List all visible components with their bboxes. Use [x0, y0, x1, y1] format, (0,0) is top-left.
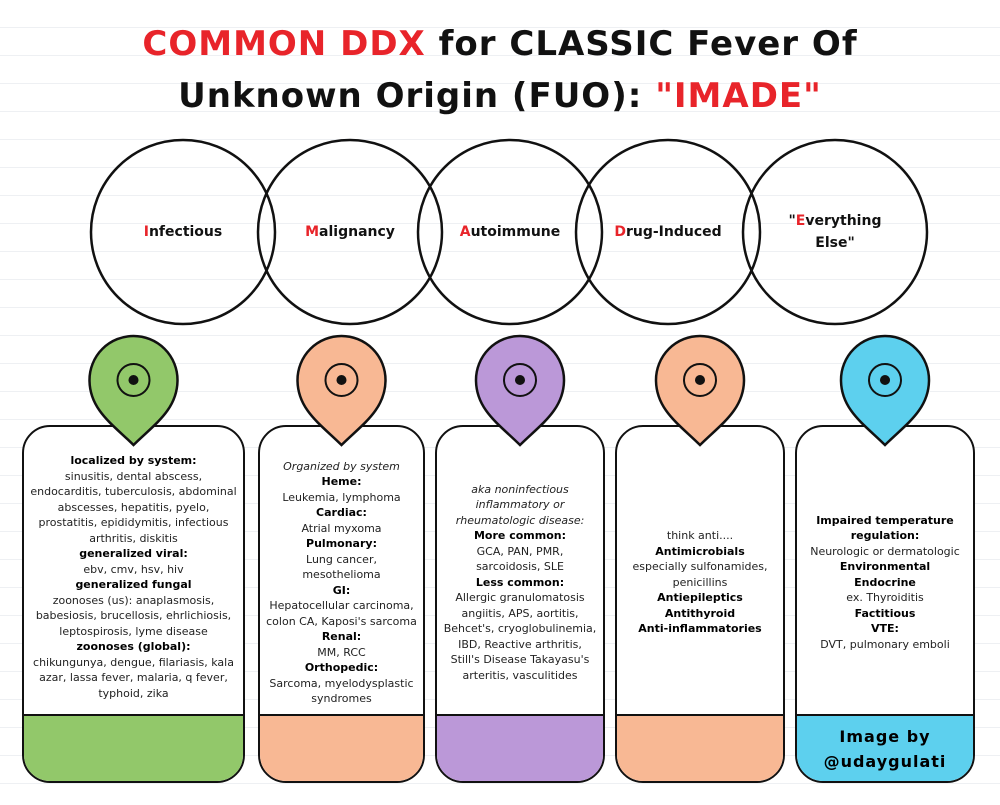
card-line: Less common: [475, 575, 565, 589]
circle-label: "Everything Else" [775, 210, 895, 254]
card-line: Anti-inflammatories [638, 622, 762, 636]
pin-icon-dot [336, 375, 347, 385]
card: localized by system: sinusitis, dental ab… [22, 425, 245, 783]
card-line: sinusitis, dental abscess, endocarditis,… [30, 469, 237, 545]
pin-icon-dot [128, 375, 139, 385]
card-line: Pulmonary: [306, 537, 377, 550]
card-line: Leukemia, lymphoma [282, 490, 401, 504]
card-line: especially sulfonamides, penicillins [632, 560, 768, 589]
card-line: Lung cancer, mesothelioma [302, 552, 381, 582]
card-line: chikungunya, dengue, filariasis, kala az… [33, 655, 234, 700]
card-line: Atrial myxoma [301, 521, 382, 535]
card-line: zoonoses (us): anaplasmosis, babesiosis,… [35, 593, 232, 638]
card-footer [260, 714, 423, 781]
card-body: think anti.... Antimicrobials especially s… [617, 449, 783, 716]
label-initial: D [614, 224, 626, 240]
label-rest: alignancy [319, 224, 395, 240]
card-line: Antimicrobials [655, 544, 745, 558]
footer-line: @udaygulati [823, 752, 947, 771]
label-rest: utoimmune [470, 224, 561, 240]
footer-text: Image by @udaygulati [797, 724, 973, 774]
card-line: ebv, cmv, hsv, hiv [83, 562, 184, 576]
card-line: zoonoses (global): [76, 640, 191, 653]
card-line: More common: [473, 529, 566, 543]
pin-icon-dot [695, 375, 705, 385]
card-line: Neurologic or dermatologic [810, 544, 960, 558]
card-line: think anti.... [666, 529, 734, 543]
label-initial: E [795, 213, 806, 229]
title-acronym: "IMADE" [655, 76, 822, 116]
title-main: for CLASSIC Fever Of Unknown Origin (FUO… [178, 24, 858, 116]
circle-label: Infectious [123, 221, 243, 243]
label-rest: rug-Induced [625, 224, 722, 240]
label-initial: M [305, 224, 320, 240]
card-line: Impaired temperature regulation: [816, 513, 954, 543]
card-line: VTE: [871, 622, 899, 636]
card-line: aka noninfectious inflammatory or rheuma… [455, 482, 585, 527]
card: Impaired temperature regulation: Neurolog… [795, 425, 975, 783]
label-initial: I [143, 224, 149, 240]
card-footer [437, 714, 603, 781]
card: think anti.... Antimicrobials especially s… [615, 425, 785, 783]
card-line: Heme: [321, 475, 362, 488]
card-line: ex. Thyroiditis [846, 591, 924, 605]
card-body: localized by system: sinusitis, dental ab… [24, 449, 243, 716]
card-line: Cardiac: [316, 506, 367, 519]
footer-line: Image by [839, 727, 931, 746]
card-line: Antithyroid [664, 606, 736, 620]
card-line: Environmental [839, 560, 931, 574]
card-line: Allergic granulomatosis angiitis, APS, a… [443, 591, 597, 682]
label-rest: verything Else" [805, 213, 882, 251]
card-line: Antiepileptics [657, 591, 743, 605]
label-prefix: " [788, 213, 796, 229]
circle-label: Autoimmune [450, 221, 570, 243]
card-body: aka noninfectious inflammatory or rheuma… [437, 449, 603, 716]
card: Organized by system Heme: Leukemia, lympho… [258, 425, 425, 783]
card-line: GCA, PAN, PMR, sarcoidosis, SLE [476, 544, 564, 574]
card-line: Orthopedic: [304, 661, 379, 674]
pin-icon-dot [515, 375, 525, 385]
card-line: Endocrine [854, 575, 916, 589]
card-line: generalized viral: [79, 547, 188, 560]
circle-label: Malignancy [290, 221, 410, 243]
pin-icon [683, 363, 717, 397]
card-footer: Image by @udaygulati [797, 714, 973, 781]
pin-icon-dot [880, 375, 890, 385]
card-line: DVT, pulmonary emboli [820, 637, 950, 651]
circle-label: Drug-Induced [608, 221, 728, 243]
pin-icon [503, 363, 537, 397]
pin-icon [324, 363, 359, 397]
card-line: MM, RCC [317, 645, 366, 659]
card-line: generalized fungal [75, 578, 192, 591]
title: COMMON DDX for CLASSIC Fever Of Unknown … [0, 18, 1000, 122]
card-footer [24, 714, 243, 781]
card-line: Factitious [854, 606, 916, 620]
pin-icon [116, 363, 151, 397]
card-line: Renal: [321, 630, 362, 643]
label-initial: A [459, 224, 471, 240]
title-red: COMMON DDX [142, 24, 426, 64]
label-rest: nfectious [148, 224, 223, 240]
card-line: Sarcoma, myelodysplastic syndromes [269, 676, 414, 706]
card-line: Hepatocellular carcinoma, colon CA, Kapo… [266, 599, 417, 628]
card-body: Impaired temperature regulation: Neurolog… [797, 449, 973, 716]
title-wrap: COMMON DDX for CLASSIC Fever Of Unknown … [110, 18, 890, 122]
card: aka noninfectious inflammatory or rheuma… [435, 425, 605, 783]
pin-icon [868, 363, 902, 397]
card-line: GI: [332, 583, 351, 597]
card-line: Organized by system [283, 459, 400, 473]
card-body: Organized by system Heme: Leukemia, lympho… [260, 449, 423, 716]
card-footer [617, 714, 783, 781]
card-line: localized by system: [70, 454, 197, 467]
